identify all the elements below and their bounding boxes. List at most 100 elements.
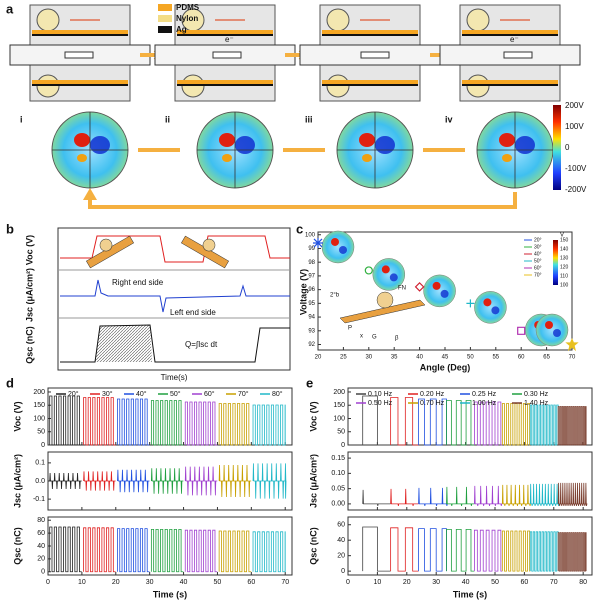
waveform: [117, 398, 150, 446]
slot: [212, 51, 242, 59]
waveform: [184, 529, 218, 573]
y-tick-label: 0.00: [331, 501, 345, 508]
hot-spot: [381, 265, 390, 274]
waveform: [474, 529, 503, 572]
waveform: [150, 529, 184, 573]
inset-label: G: [372, 335, 377, 341]
colorbar-label: 0: [565, 143, 570, 152]
panel-b: b Right end side Left end side Q=∫Isc dt…: [6, 221, 291, 382]
electron: e⁻: [510, 35, 519, 44]
voc-trace: [60, 235, 290, 263]
y-tick-label: 50: [37, 429, 45, 436]
colorbar-label: 130: [560, 255, 569, 261]
waveform: [390, 397, 419, 446]
y-tick-label: 80: [37, 517, 45, 524]
y-tick-label: 94: [308, 315, 315, 321]
legend-label: 20°: [534, 237, 542, 243]
cold-spot: [235, 136, 255, 154]
legend-label: Nylon: [176, 14, 198, 23]
legend-swatch: [158, 15, 172, 22]
panel-label: b: [6, 221, 14, 236]
waveform: [184, 466, 218, 496]
x-label: Angle (Deg): [420, 362, 471, 372]
pdms-layer: [32, 80, 128, 84]
y-label: Jsc (μA/cm²): [24, 268, 34, 322]
waveform: [218, 403, 252, 446]
y-tick-label: 40: [337, 537, 345, 544]
waveform: [218, 464, 252, 498]
inset-bar: [339, 299, 426, 324]
waveform: [117, 528, 150, 573]
cold-spot: [389, 273, 398, 282]
waveform: [49, 526, 82, 573]
x-tick-label: 20: [403, 579, 411, 586]
legend-label: 50°: [170, 390, 181, 398]
y-tick-label: 0.15: [331, 455, 345, 462]
marker: [414, 282, 425, 292]
x-tick-label: 80: [579, 579, 587, 586]
colorbar-label: 200V: [565, 101, 584, 110]
stage-label: iii: [305, 114, 313, 124]
x-tick-label: 50: [467, 355, 474, 361]
y-tick-label: 100: [33, 415, 45, 422]
arrow-head: [83, 188, 97, 200]
marker: [313, 237, 323, 248]
annotation: Q=∫Isc dt: [185, 340, 218, 349]
x-tick-label: 40: [462, 579, 470, 586]
y-label: Qsc (nC): [12, 527, 22, 565]
waveform: [83, 527, 116, 573]
colorbar-label: -100V: [565, 164, 587, 173]
legend-label: 0.70 Hz: [420, 400, 445, 407]
cold-spot: [491, 306, 500, 315]
waveform: [252, 404, 286, 446]
y-label: Voc (V): [24, 235, 34, 265]
stage-label: iv: [445, 114, 453, 124]
waveform: [418, 528, 447, 572]
x-tick-label: 30: [432, 579, 440, 586]
cross-line: [337, 112, 413, 188]
waveform: [501, 530, 531, 572]
waveform: [501, 403, 531, 446]
y-tick-label: 60: [37, 530, 45, 537]
legend-label: 30°: [534, 244, 542, 250]
x-tick-label: 0: [346, 579, 350, 586]
legend-label: 20°: [68, 390, 79, 398]
rotor: [36, 8, 60, 32]
slot: [503, 51, 533, 59]
pdms-layer: [462, 30, 558, 34]
waveform: [418, 398, 447, 446]
cold-spot: [553, 329, 561, 337]
hot-spot: [483, 298, 492, 307]
y-tick-label: 93: [308, 328, 315, 334]
x-tick-label: 20: [112, 579, 120, 586]
hot-spot: [331, 237, 339, 246]
x-tick-label: 60: [520, 579, 528, 586]
legend-label: 50°: [534, 258, 542, 264]
x-label: Time (s): [153, 589, 187, 599]
y-tick-label: 150: [33, 402, 45, 409]
ag-layer: [462, 84, 558, 86]
y-tick-label: 97: [308, 273, 315, 279]
cold-spot: [90, 136, 110, 154]
legend-label: 0.30 Hz: [524, 391, 549, 398]
waveform: [49, 472, 82, 490]
hot-spot: [74, 133, 90, 147]
device-sketch: [181, 235, 229, 269]
waveform: [418, 487, 448, 506]
hot-spot: [502, 154, 512, 162]
waveform: [390, 488, 419, 506]
frame: [57, 227, 291, 371]
x-tick-label: 45: [442, 355, 449, 361]
waveform: [529, 531, 559, 572]
y-tick-label: 150: [333, 402, 345, 409]
waveform: [474, 401, 503, 446]
x-tick-label: 10: [78, 579, 86, 586]
inset-map: [423, 274, 456, 308]
hot-spot: [77, 154, 87, 162]
y-tick-label: 100: [305, 232, 316, 238]
rotor: [466, 8, 490, 32]
legend-label: 1.00 Hz: [472, 400, 497, 407]
charge-area: [75, 325, 152, 362]
pdms-layer: [177, 80, 273, 84]
